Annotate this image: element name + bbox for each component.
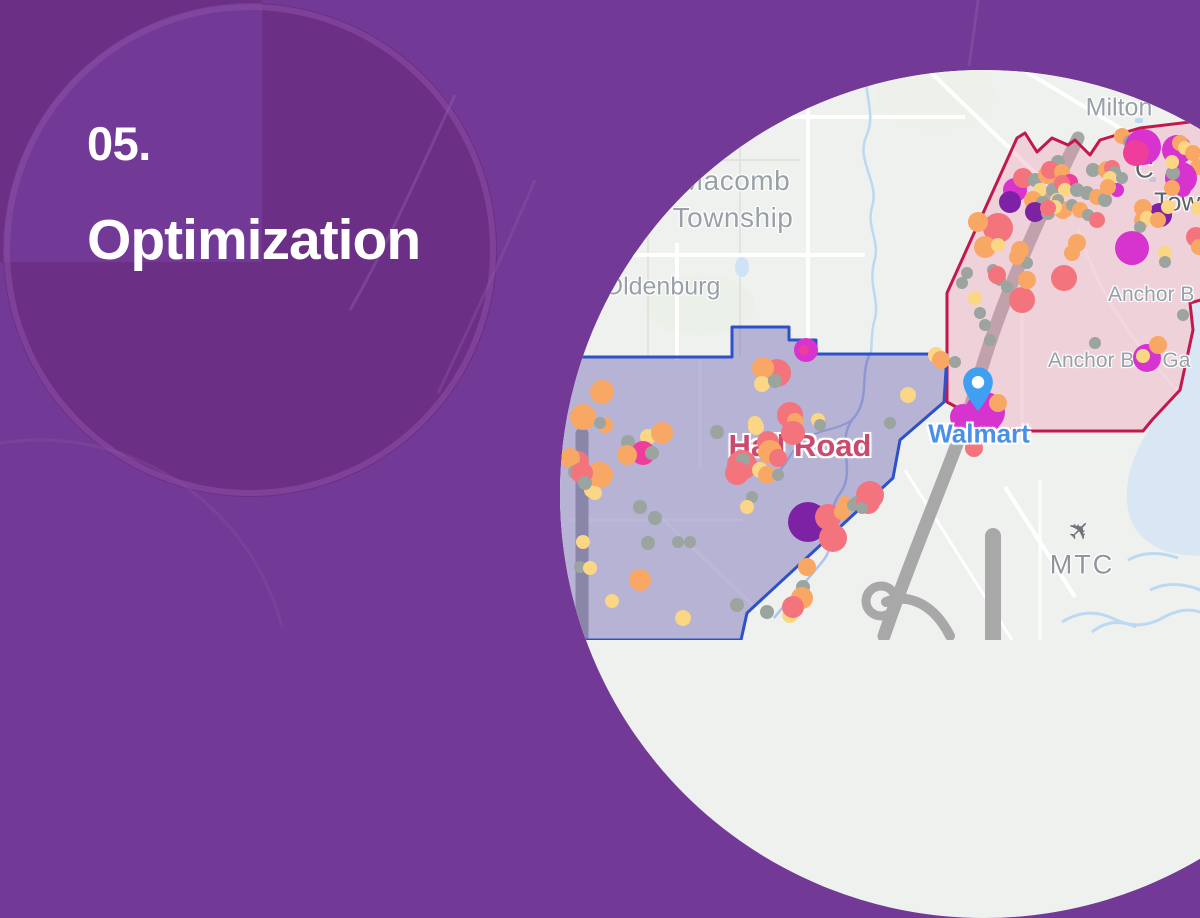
- title-block: 05. Optimization: [87, 116, 421, 273]
- decor-line-1: [348, 94, 457, 311]
- label-macomb-line1: Macomb: [679, 165, 791, 196]
- label-anchor-bay: Anchor B: [1108, 283, 1195, 306]
- label-township-fragment-1: C: [1135, 153, 1154, 184]
- slide-number: 05.: [87, 117, 151, 170]
- map-circle: Macomb Township Oldenburg Milton C Tow A…: [560, 70, 1200, 918]
- label-walmart: Walmart: [928, 418, 1030, 449]
- river: [862, 70, 878, 353]
- map-canvas: Macomb Township Oldenburg Milton C Tow A…: [560, 70, 1200, 640]
- label-anchor-bay-gardens: Anchor Bay Ga: [1048, 349, 1191, 372]
- label-township-fragment-2: Tow: [1154, 186, 1200, 217]
- decor-arc-circle: [4, 4, 496, 496]
- decor-line-2: [436, 179, 537, 394]
- slide-title: Optimization: [87, 208, 421, 272]
- anchor-bay-water: [1126, 300, 1200, 556]
- background-decor: [0, 0, 980, 627]
- location-pin-icon: [963, 367, 993, 412]
- corner-shade-shape: [0, 0, 498, 497]
- label-mtc: MTC: [1049, 549, 1115, 580]
- pond: [735, 257, 749, 277]
- map-gridlines: [600, 70, 800, 357]
- decor-line-3: [967, 0, 980, 67]
- label-milton: Milton: [1085, 93, 1153, 122]
- decor-arc-bottom: [0, 438, 284, 627]
- water-features: [735, 70, 1200, 634]
- label-hall-road: Hall Road: [728, 428, 872, 463]
- park-patches: [565, 70, 995, 335]
- label-oldenburg: Oldenburg: [603, 272, 721, 301]
- label-macomb-line2: Township: [672, 202, 794, 233]
